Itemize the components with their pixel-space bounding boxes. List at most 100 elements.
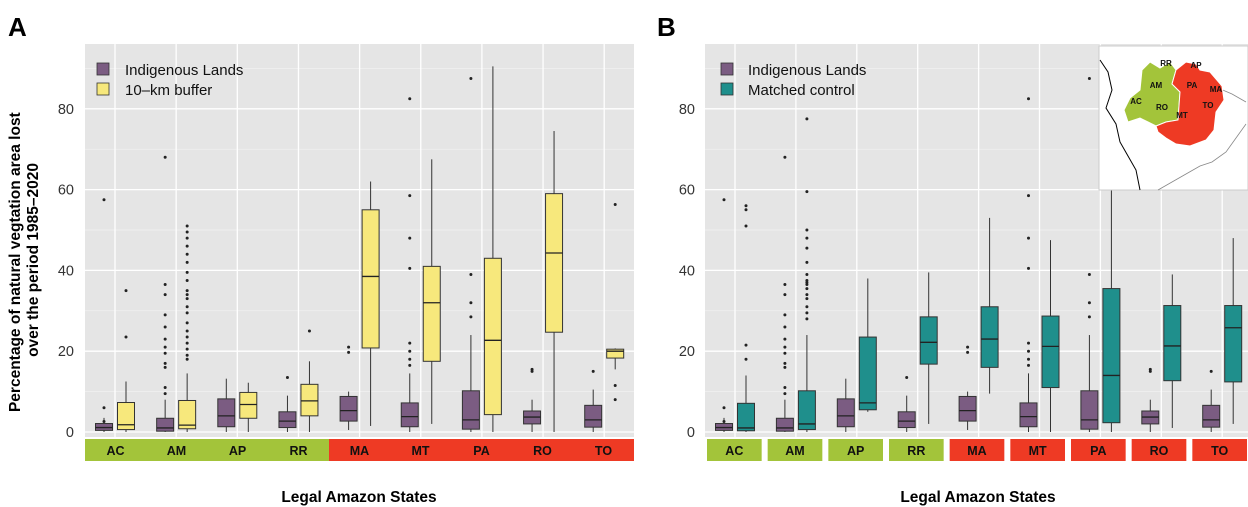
outlier-point [1087,301,1091,305]
outlier-point [783,293,787,297]
outlier-point [102,198,106,202]
inset-map-west-coastline [1099,59,1141,191]
outlier-point [783,337,787,341]
outlier-point [185,305,189,309]
state-label-MA: MA [350,444,369,458]
outlier-point [185,289,189,293]
state-strip-cell-TO [1192,439,1247,461]
box-body [339,395,358,422]
outlier-point [805,272,809,276]
outlier-point [185,293,189,297]
box-TO-indigenous [584,369,603,432]
outlier-point [613,384,617,388]
panel-b-gridlines [705,44,1248,437]
panel-a-y-axis-label: Percentage of natural vegtation area los… [7,108,42,412]
box-MT-indigenous [1019,97,1038,432]
outlier-point [408,236,412,240]
outlier-point [185,252,189,256]
outlier-point [1027,363,1030,367]
box-body [178,399,197,430]
state-label-AM: AM [167,444,186,458]
box-body [300,383,319,417]
outlier-point [185,244,189,248]
outlier-point [783,351,787,355]
outlier-point [163,345,167,349]
box-TO-comparison [606,203,625,402]
box-PA-comparison [483,66,502,432]
y-tick-label: 80 [58,102,74,118]
inset-label-PA: PA [1187,81,1198,90]
box-body [217,398,236,428]
outlier-point [966,350,970,354]
y-tick-label: 60 [58,183,74,199]
panel-a-legend-label-buffer: 10–km buffer [125,82,212,99]
outlier-point [1027,349,1030,353]
outlier-point [805,287,809,291]
box-MT-comparison [1041,240,1060,432]
outlier-point [783,365,787,369]
outlier-point [805,236,809,240]
outlier-point [185,329,189,333]
state-label-RO: RO [533,444,552,458]
outlier-point [1027,97,1030,101]
outlier-point [163,313,167,317]
inset-label-MA: MA [1210,85,1223,94]
outlier-point [805,117,809,121]
outlier-point [1087,272,1091,276]
outlier-point [1027,341,1030,345]
box-body [156,417,175,432]
outlier-point [102,406,106,410]
inset-label-AM: AM [1150,81,1163,90]
panel-b-x-axis-label: Legal Amazon States [900,489,1055,506]
outlier-point [408,194,412,198]
box-body [361,209,380,349]
inset-map-south-border [1157,123,1247,191]
state-label-MT: MT [411,444,429,458]
outlier-point [613,398,617,402]
outlier-point [805,297,809,301]
state-strip-cell-AM [146,439,207,461]
outlier-point [469,315,473,319]
outlier-point [163,155,167,159]
outlier-point [1209,369,1213,373]
outlier-point [805,317,809,321]
panel-a-legend: Indigenous Lands 10–km buffer [96,62,243,99]
box-RO-comparison [545,131,564,432]
state-label-RO: RO [1150,444,1169,458]
y-tick-label: 20 [58,344,74,360]
box-MT-indigenous [400,97,419,432]
box-body [958,395,977,422]
panel-b-legend: Indigenous Lands Matched control [720,62,866,99]
box-body [400,402,419,428]
outlier-point [805,260,809,264]
panel-a-boxes [95,66,625,432]
outlier-point [905,375,909,379]
state-label-AC: AC [725,444,743,458]
outlier-point [307,329,311,333]
outlier-point [805,246,809,250]
outlier-point [408,349,412,353]
box-AC-indigenous [95,198,113,432]
panel-a-legend-swatch-buffer [96,82,110,96]
panel-b-state-strip: AC AM AP RR MA MT PA RO TO [707,439,1247,461]
box-AP-indigenous [217,378,236,432]
panel-a-legend-label-indigenous: Indigenous Lands [125,62,243,79]
state-strip-cell-MT [390,439,451,461]
box-TO-comparison [1224,238,1243,424]
outlier-point [163,337,167,341]
panel-b-boxes [715,77,1243,432]
y-tick-label: 80 [679,102,695,118]
outlier-point [805,293,809,297]
state-strip-cell-RO [1131,439,1187,461]
panel-b-legend-swatch-indigenous [720,62,734,76]
outlier-point [163,386,167,390]
box-MA-indigenous [339,345,358,430]
outlier-point [408,341,412,345]
box-MA-comparison [361,181,380,426]
box-MA-comparison [980,217,999,394]
state-strip-cell-PA [451,439,512,461]
outlier-point [185,297,189,301]
outlier-point [102,419,106,423]
inset-label-RR: RR [1160,59,1172,68]
box-TO-indigenous [1202,369,1221,432]
